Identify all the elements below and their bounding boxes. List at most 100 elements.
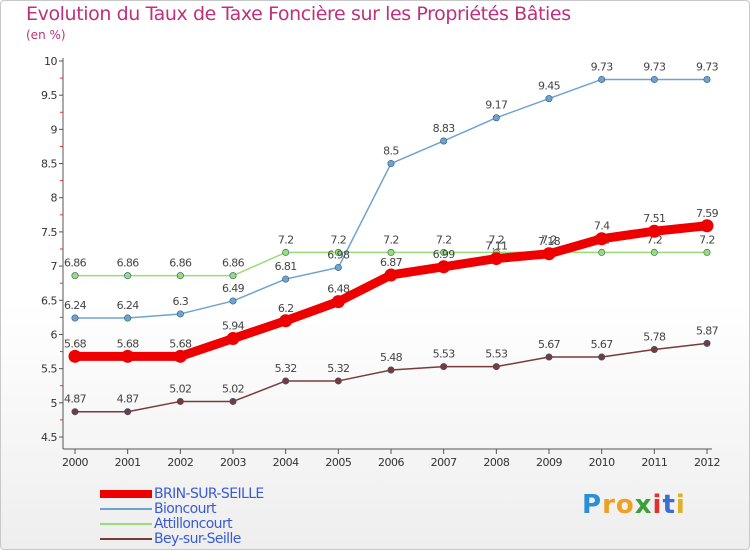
data-point [176, 310, 184, 318]
data-point [229, 297, 237, 305]
data-point [71, 408, 79, 416]
data-point [598, 248, 606, 256]
series-line-bioncourt [74, 78, 708, 319]
data-label: 6.24 [64, 299, 87, 312]
data-point [387, 248, 395, 256]
data-label: 8.5 [383, 145, 399, 158]
data-label: 6.49 [222, 282, 245, 295]
data-point [647, 224, 661, 238]
y-tick-label: 8 [51, 192, 58, 205]
data-label: 4.87 [64, 393, 87, 406]
data-label: 7.2 [541, 233, 557, 246]
chart-title: Evolution du Taux de Taxe Foncière sur l… [26, 3, 571, 25]
data-point [282, 275, 290, 283]
data-point [173, 349, 187, 363]
data-label: 5.53 [433, 348, 456, 361]
data-point [437, 260, 451, 274]
x-tick-label: 2007 [431, 456, 457, 469]
data-label: 6.2 [278, 302, 294, 315]
logo-letter: o [615, 490, 635, 520]
data-point [440, 363, 448, 371]
logo-letter: P [582, 490, 603, 520]
logo-letter: i [675, 490, 686, 520]
data-point [124, 408, 132, 416]
data-label: 7.2 [646, 233, 662, 246]
data-point [545, 95, 553, 103]
data-label: 5.53 [485, 348, 508, 361]
data-point [595, 232, 609, 246]
data-label: 6.87 [380, 256, 403, 269]
data-point [334, 377, 342, 385]
data-point [176, 272, 184, 280]
x-tick-label: 2006 [378, 456, 404, 469]
x-tick-label: 2005 [325, 456, 351, 469]
data-label: 7.11 [485, 240, 507, 253]
data-point [121, 349, 135, 363]
logo-letter: x [634, 490, 653, 520]
x-tick-label: 2010 [589, 456, 615, 469]
y-tick-label: 10 [44, 55, 57, 68]
y-tick-label: 7 [51, 260, 58, 273]
data-label: 5.87 [696, 324, 719, 337]
legend-label: BRIN-SUR-SEILLE [154, 485, 264, 502]
y-tick-label: 5.5 [41, 363, 57, 376]
data-point [331, 295, 345, 309]
data-point [68, 349, 82, 363]
data-label: 6.81 [275, 260, 297, 273]
data-label: 9.17 [485, 99, 508, 112]
data-label: 5.68 [169, 337, 192, 350]
data-point [229, 397, 237, 405]
data-point [229, 272, 237, 280]
data-label: 6.86 [222, 257, 245, 270]
y-tick-label: 6 [51, 328, 58, 341]
data-point [492, 363, 500, 371]
data-label: 6.86 [64, 257, 87, 270]
data-label: 7.18 [538, 235, 561, 248]
data-point [650, 345, 658, 353]
data-point [387, 366, 395, 374]
data-point [124, 272, 132, 280]
legend-item: Attilloncourt [100, 515, 264, 532]
data-point [703, 75, 711, 83]
logo-letter: r [602, 490, 616, 520]
y-tick-label: 4.5 [41, 431, 57, 444]
x-tick-label: 2001 [115, 456, 141, 469]
data-label: 7.59 [696, 207, 719, 220]
data-label: 8.83 [433, 122, 456, 135]
y-tick-label: 5 [51, 397, 58, 410]
data-point [545, 353, 553, 361]
legend-swatch [100, 489, 152, 498]
data-label: 7.2 [488, 233, 504, 246]
data-label: 5.48 [380, 351, 403, 364]
data-label: 5.67 [591, 338, 614, 351]
data-label: 5.68 [117, 337, 140, 350]
legend-swatch [100, 522, 152, 525]
data-label: 5.68 [64, 337, 87, 350]
data-label: 7.2 [699, 233, 715, 246]
y-tick-label: 8.5 [41, 158, 57, 171]
data-label: 6.86 [117, 257, 140, 270]
data-label: 7.2 [383, 233, 399, 246]
data-point [440, 137, 448, 145]
data-point [282, 248, 290, 256]
y-tick-label: 9.5 [41, 89, 57, 102]
data-label: 5.02 [222, 382, 244, 395]
data-label: 5.94 [222, 320, 245, 333]
legend-label: Bioncourt [154, 500, 217, 517]
data-label: 6.86 [169, 257, 192, 270]
data-label: 7.4 [594, 220, 610, 233]
x-tick-label: 2011 [641, 456, 667, 469]
y-tick-label: 9 [51, 123, 58, 136]
legend-label: Attilloncourt [154, 515, 233, 532]
proxiti-logo: Proxiti [582, 490, 686, 520]
legend-item: Bey-sur-Seille [100, 531, 264, 547]
legend: BRIN-SUR-SEILLE Bioncourt Attilloncourt Bey… [100, 485, 264, 547]
data-label: 5.02 [169, 382, 191, 395]
data-point [282, 377, 290, 385]
data-point [700, 219, 714, 233]
data-point [71, 272, 79, 280]
data-point [598, 353, 606, 361]
data-point [334, 263, 342, 271]
data-label: 6.98 [327, 248, 350, 261]
